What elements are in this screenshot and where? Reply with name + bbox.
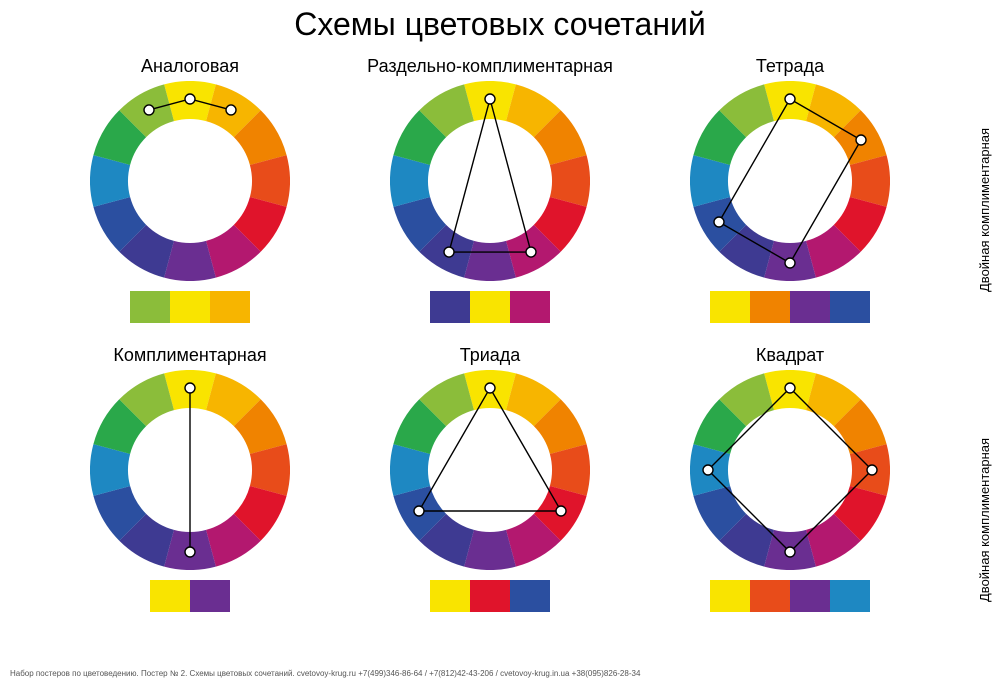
scheme-marker (785, 383, 795, 393)
swatch-row (710, 291, 870, 323)
scheme-marker (226, 105, 236, 115)
scheme-marker (414, 506, 424, 516)
swatch (790, 291, 830, 323)
color-wheel (90, 81, 290, 281)
swatch-row (430, 291, 550, 323)
scheme-marker (485, 94, 495, 104)
scheme-cell: Аналоговая (40, 56, 340, 323)
wheel-wrap (90, 81, 290, 281)
swatch (430, 580, 470, 612)
footer-note: Набор постеров по цветоведению. Постер №… (10, 669, 640, 678)
scheme-marker (703, 465, 713, 475)
color-wheel (390, 370, 590, 570)
swatch (830, 291, 870, 323)
scheme-label: Тетрада (756, 56, 824, 77)
scheme-label: Триада (460, 345, 521, 366)
swatch (430, 291, 470, 323)
page: Схемы цветовых сочетаний Аналоговая Разде… (0, 0, 1000, 682)
swatch (210, 291, 250, 323)
wheel-wrap (690, 81, 890, 281)
swatch (190, 580, 230, 612)
scheme-marker (444, 247, 454, 257)
scheme-marker (185, 547, 195, 557)
color-wheel (90, 370, 290, 570)
scheme-marker (785, 547, 795, 557)
swatch-row (430, 580, 550, 612)
scheme-marker (144, 105, 154, 115)
scheme-cell: Триада (340, 345, 640, 612)
scheme-grid: Аналоговая Раздельно-комплиментарная Тетра… (40, 56, 940, 612)
scheme-cell: Тетрада (640, 56, 940, 323)
color-wheel (690, 370, 890, 570)
swatch-row (710, 580, 870, 612)
scheme-cell: Комплиментарная (40, 345, 340, 612)
scheme-marker (714, 217, 724, 227)
swatch (170, 291, 210, 323)
swatch (710, 291, 750, 323)
scheme-cell: Квадрат (640, 345, 940, 612)
swatch (750, 291, 790, 323)
swatch (150, 580, 190, 612)
scheme-marker (185, 94, 195, 104)
swatch (470, 580, 510, 612)
swatch (830, 580, 870, 612)
scheme-marker (867, 465, 877, 475)
swatch (790, 580, 830, 612)
swatch (710, 580, 750, 612)
swatch (750, 580, 790, 612)
scheme-marker (785, 258, 795, 268)
swatch (510, 291, 550, 323)
scheme-label: Аналоговая (141, 56, 239, 77)
swatch (130, 291, 170, 323)
scheme-label: Комплиментарная (113, 345, 266, 366)
swatch (510, 580, 550, 612)
wheel-wrap (690, 370, 890, 570)
scheme-label: Квадрат (756, 345, 824, 366)
page-title: Схемы цветовых сочетаний (0, 6, 1000, 43)
side-label-row1: Двойная комплиментарная (977, 90, 992, 330)
swatch-row (150, 580, 230, 612)
wheel-wrap (90, 370, 290, 570)
color-wheel (390, 81, 590, 281)
wheel-wrap (390, 370, 590, 570)
scheme-marker (556, 506, 566, 516)
scheme-label: Раздельно-комплиментарная (367, 56, 613, 77)
scheme-marker (526, 247, 536, 257)
color-wheel (690, 81, 890, 281)
wheel-wrap (390, 81, 590, 281)
swatch (470, 291, 510, 323)
scheme-marker (185, 383, 195, 393)
swatch-row (130, 291, 250, 323)
side-label-row2: Двойная комплиментарная (977, 400, 992, 640)
scheme-marker (785, 94, 795, 104)
scheme-cell: Раздельно-комплиментарная (340, 56, 640, 323)
scheme-marker (485, 383, 495, 393)
scheme-marker (856, 135, 866, 145)
